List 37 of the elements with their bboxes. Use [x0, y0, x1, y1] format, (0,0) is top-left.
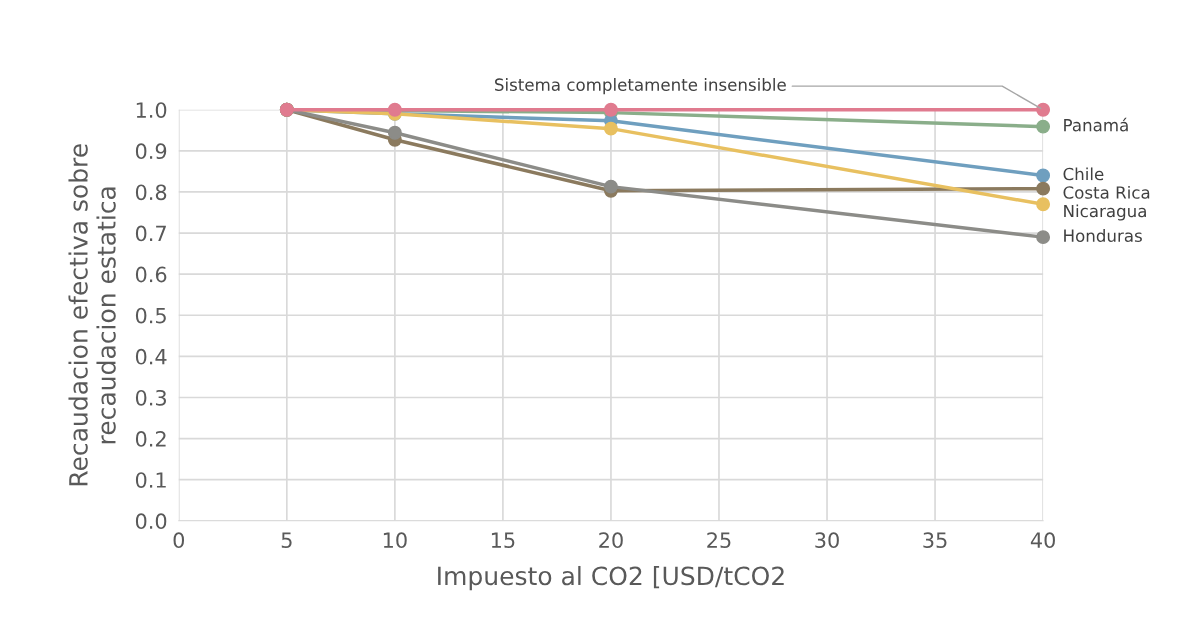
point	[1036, 102, 1051, 117]
series-label: Costa Rica	[1063, 185, 1150, 199]
point	[603, 179, 618, 194]
y-tick-label: 0.8	[135, 184, 167, 201]
y-tick-label: 1.0	[136, 102, 167, 118]
point	[603, 121, 618, 136]
y-tick-label: 0.6	[135, 266, 167, 283]
x-tick-label: 0	[173, 532, 185, 549]
x-tick-label: 40	[1030, 532, 1055, 549]
point	[387, 125, 402, 140]
point	[1036, 168, 1051, 183]
series-label: Honduras	[1064, 229, 1142, 242]
y-axis-title: Recaudacion efectiva sobre recaudacion estatica	[68, 144, 116, 486]
annotation: Sistema completamente insensible	[495, 78, 786, 95]
x-tick-label: 30	[815, 532, 839, 549]
x-tick-label: 20	[599, 532, 623, 549]
series-label: Chile	[1063, 167, 1104, 181]
y-tick-label: 0.1	[135, 472, 166, 488]
y-tick-label: 0.0	[135, 513, 167, 530]
y-tick-label: 0.2	[135, 431, 166, 447]
point	[1036, 197, 1051, 212]
series-label: Nicaragua	[1064, 204, 1146, 221]
y-tick-label: 0.5	[135, 307, 166, 324]
x-axis-title: Impuesto al CO2 [USD/tCO2	[438, 565, 784, 591]
y-tick-label: 0.9	[135, 143, 167, 160]
x-tick-label: 35	[923, 532, 947, 549]
x-tick-label: 10	[383, 532, 407, 549]
x-tick-label: 25	[707, 532, 731, 549]
x-tick-label: 15	[491, 532, 515, 549]
y-tick-label: 0.3	[135, 389, 166, 406]
point	[1036, 181, 1051, 196]
point	[1036, 119, 1051, 134]
y-tick-label: 0.4	[135, 348, 167, 365]
series-label: Panamá	[1064, 117, 1128, 132]
x-tick-label: 5	[281, 532, 292, 549]
y-tick-label: 0.7	[135, 225, 166, 242]
point	[1036, 230, 1051, 245]
